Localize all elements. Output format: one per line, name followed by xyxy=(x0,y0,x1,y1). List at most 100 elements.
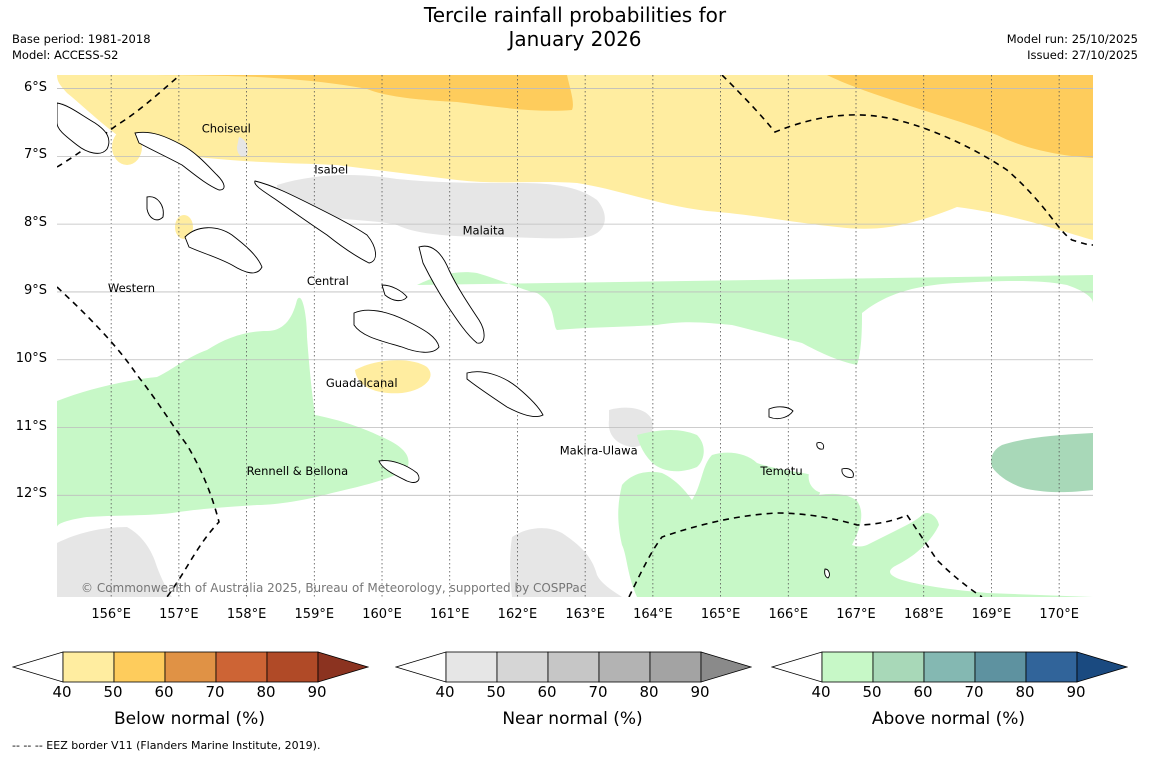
eez-border-northeast xyxy=(721,75,1093,246)
model-run-label: Model run: 25/10/2025 xyxy=(1006,32,1138,46)
longitude-tick-label: 163°E xyxy=(565,607,605,622)
coastline-malaita xyxy=(418,245,485,344)
colorbar-title: Above normal (%) xyxy=(871,709,1026,729)
below-normal-40-50-patch-guadalcanal xyxy=(355,360,431,394)
coastline-guadalcanal xyxy=(353,309,440,353)
near-normal-40-50-patch-choiseul xyxy=(237,137,248,157)
colorbar-segment xyxy=(923,651,976,683)
latitude-tick-label: 6°S xyxy=(23,79,47,95)
colorbar-segment xyxy=(547,651,600,683)
colorbar-segment xyxy=(266,651,319,683)
colorbar-tick-label: 80 xyxy=(256,683,276,701)
coastline-bougainville xyxy=(57,102,110,154)
colorbar-high-extension xyxy=(1076,651,1128,683)
chart-title: Tercile rainfall probabilities for Janua… xyxy=(0,3,1150,51)
above-normal-40-50-temotu-gap-2 xyxy=(808,470,837,493)
latitude-tick-label: 9°S xyxy=(23,282,47,298)
coastline-makira xyxy=(466,371,544,418)
region-labels: Choiseul Isabel Malaita Western Central Guada… xyxy=(108,122,803,478)
base-period-label: Base period: 1981-2018 xyxy=(12,32,151,46)
colorbar-tick-label: 40 xyxy=(52,683,72,701)
colorbar-segment xyxy=(164,651,217,683)
colorbar-high-extension xyxy=(700,651,752,683)
colorbar-segment xyxy=(872,651,925,683)
colorbar-segment xyxy=(113,651,166,683)
near-normal-40-50-isabel-band xyxy=(277,175,605,239)
colorbar-segment xyxy=(598,651,651,683)
coastline-new-georgia xyxy=(184,227,263,274)
latitude-tick-label: 11°S xyxy=(15,418,47,434)
below-normal-40-50-north-band xyxy=(57,75,1093,240)
map-panel: Choiseul Isabel Malaita Western Central Guada… xyxy=(57,75,1093,597)
longitude-tick-label: 156°E xyxy=(91,607,131,622)
colorbar-low-extension xyxy=(12,651,64,683)
above-normal-40-50-main xyxy=(57,297,409,527)
eez-footnote: -- -- -- EEZ border V11 (Flanders Marine… xyxy=(12,739,321,752)
below-normal-50-60-north-east xyxy=(827,75,1093,158)
region-label: Makira-Ulawa xyxy=(560,444,638,458)
latitude-tick-label: 10°S xyxy=(15,350,47,366)
colorbar-title: Near normal (%) xyxy=(502,709,643,729)
colorbar-segment xyxy=(974,651,1027,683)
coastline-tikopia xyxy=(824,568,830,579)
longitude-tick-label: 167°E xyxy=(836,607,876,622)
colorbar-tick-label: 40 xyxy=(811,683,831,701)
longitude-tick-label: 161°E xyxy=(429,607,470,622)
longitude-tick-label: 170°E xyxy=(1039,607,1079,622)
longitude-tick-label: 166°E xyxy=(768,607,809,622)
region-label: Guadalcanal xyxy=(326,376,398,390)
colorbar-segment xyxy=(215,651,268,683)
colorbar-tick-label: 90 xyxy=(1066,683,1086,701)
copyright-notice: © Commonwealth of Australia 2025, Bureau… xyxy=(81,581,586,595)
title-line-2: January 2026 xyxy=(508,27,642,51)
colorbar-low-extension xyxy=(395,651,447,683)
colorbar-segment xyxy=(445,651,498,683)
longitude-tick-label: 157°E xyxy=(159,607,199,622)
eez-border-south xyxy=(628,512,983,597)
model-label: Model: ACCESS-S2 xyxy=(12,48,119,62)
eez-border-west xyxy=(57,286,220,597)
longitude-tick-label: 165°E xyxy=(700,607,741,622)
meta-right: Model run: 25/10/2025 Issued: 27/10/2025 xyxy=(1007,31,1138,63)
longitude-tick-label: 164°E xyxy=(633,607,673,622)
colorbar-above xyxy=(771,651,1128,683)
region-label: Central xyxy=(307,274,349,288)
colorbar-tick-label: 60 xyxy=(154,683,174,701)
coastline-utupua xyxy=(841,468,854,478)
above-normal-50-60-east xyxy=(991,433,1093,493)
colorbar-segment xyxy=(62,651,115,683)
region-label: Western xyxy=(108,281,155,295)
latitude-tick-label: 7°S xyxy=(23,147,47,163)
colorbar-tick-label: 70 xyxy=(205,683,225,701)
above-normal-40-50-temotu-gap xyxy=(857,337,913,391)
colorbar-near xyxy=(395,651,752,683)
meta-left: Base period: 1981-2018 Model: ACCESS-S2 xyxy=(12,31,151,63)
near-normal-40-50-patch-south-central xyxy=(510,528,622,597)
longitude-tick-label: 169°E xyxy=(971,607,1012,622)
longitude-tick-label: 159°E xyxy=(294,607,335,622)
longitude-tick-label: 168°E xyxy=(903,607,944,622)
longitude-tick-label: 158°E xyxy=(226,607,267,622)
colorbar-tick-label: 90 xyxy=(307,683,327,701)
colorbar-tick-label: 40 xyxy=(435,683,455,701)
colorbar-tick-label: 70 xyxy=(964,683,984,701)
coastline-vella-lavella xyxy=(146,196,164,221)
region-label: Choiseul xyxy=(202,122,251,136)
issued-label: Issued: 27/10/2025 xyxy=(1027,48,1138,62)
colorbar-tick-label: 50 xyxy=(486,683,506,701)
colorbar-tick-label: 50 xyxy=(103,683,123,701)
colorbar-low-extension xyxy=(771,651,823,683)
colorbar-tick-label: 80 xyxy=(1015,683,1035,701)
coastline-vanikoro xyxy=(816,442,825,450)
region-label: Isabel xyxy=(314,162,348,176)
below-normal-40-50-patch-shortland xyxy=(175,215,193,239)
coastline-ndeni xyxy=(768,406,794,420)
colorbar-title: Below normal (%) xyxy=(114,709,265,729)
colorbar-segment xyxy=(649,651,702,683)
colorbar-tick-label: 60 xyxy=(913,683,933,701)
below-normal-50-60-north-west xyxy=(57,75,573,111)
colorbar-tick-label: 80 xyxy=(639,683,659,701)
colorbar-tick-label: 90 xyxy=(690,683,710,701)
colorbar-segment xyxy=(1025,651,1078,683)
coastline-isabel xyxy=(254,180,376,264)
